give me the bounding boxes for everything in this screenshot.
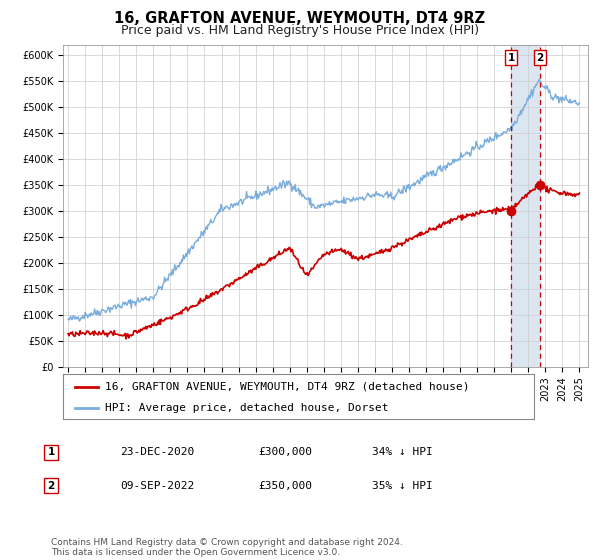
Text: 34% ↓ HPI: 34% ↓ HPI (372, 447, 433, 458)
Text: 1: 1 (47, 447, 55, 458)
Text: Price paid vs. HM Land Registry's House Price Index (HPI): Price paid vs. HM Land Registry's House … (121, 24, 479, 36)
Bar (511, 45, 540, 367)
Text: 23-DEC-2020: 23-DEC-2020 (120, 447, 194, 458)
Text: 1: 1 (508, 53, 515, 63)
Text: £300,000: £300,000 (258, 447, 312, 458)
Text: 16, GRAFTON AVENUE, WEYMOUTH, DT4 9RZ: 16, GRAFTON AVENUE, WEYMOUTH, DT4 9RZ (115, 11, 485, 26)
Text: 09-SEP-2022: 09-SEP-2022 (120, 480, 194, 491)
Text: 35% ↓ HPI: 35% ↓ HPI (372, 480, 433, 491)
Text: HPI: Average price, detached house, Dorset: HPI: Average price, detached house, Dors… (106, 403, 389, 413)
Text: 2: 2 (536, 53, 544, 63)
Text: Contains HM Land Registry data © Crown copyright and database right 2024.
This d: Contains HM Land Registry data © Crown c… (51, 538, 403, 557)
Text: £350,000: £350,000 (258, 480, 312, 491)
Text: 2: 2 (47, 480, 55, 491)
Text: 16, GRAFTON AVENUE, WEYMOUTH, DT4 9RZ (detached house): 16, GRAFTON AVENUE, WEYMOUTH, DT4 9RZ (d… (106, 381, 470, 391)
